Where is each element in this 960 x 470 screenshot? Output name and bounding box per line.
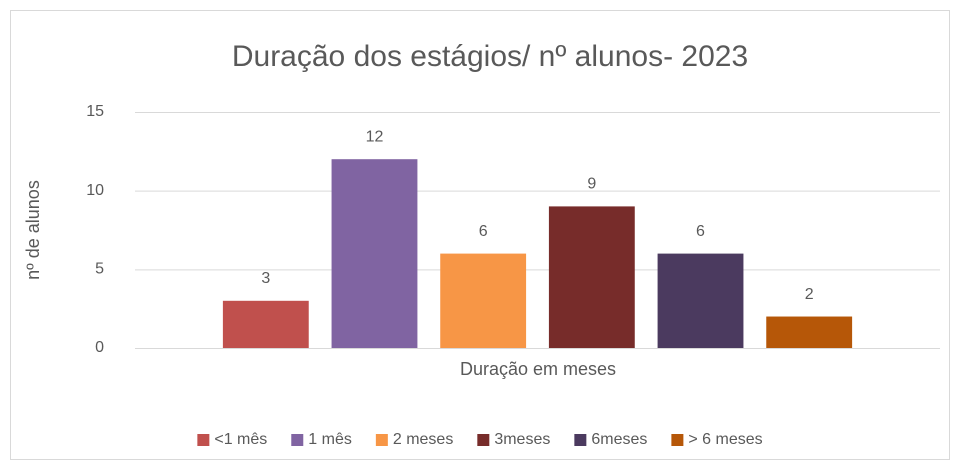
data-label: 9 — [587, 176, 596, 193]
legend-label: 6meses — [591, 431, 647, 448]
legend-label: <1 mês — [214, 431, 267, 448]
legend-label: 3meses — [494, 431, 550, 448]
y-tick-label: 15 — [86, 103, 104, 120]
legend-swatch — [477, 434, 490, 446]
chart-title: Duração dos estágios/ nº alunos- 2023 — [232, 40, 748, 73]
x-axis-title: Duração em meses — [460, 359, 616, 379]
legend-swatch — [375, 434, 388, 446]
y-axis-title: nº de alunos — [23, 180, 43, 280]
legend-swatch — [291, 434, 304, 446]
bar — [440, 253, 527, 348]
legend-swatch — [574, 434, 587, 446]
y-tick-label: 10 — [86, 182, 104, 199]
legend-label: 2 meses — [393, 431, 453, 448]
bar — [222, 300, 309, 348]
bar — [766, 316, 853, 348]
bar — [548, 206, 635, 348]
data-label: 2 — [805, 286, 814, 303]
data-label: 6 — [696, 223, 705, 240]
bar — [657, 253, 744, 348]
y-tick-label: 0 — [95, 339, 104, 356]
data-label: 6 — [479, 223, 488, 240]
legend-swatch — [671, 434, 684, 446]
chart-border — [10, 10, 950, 460]
legend-label: 1 mês — [308, 431, 352, 448]
data-label: 12 — [366, 128, 384, 145]
y-tick-label: 5 — [95, 261, 104, 278]
data-label: 3 — [261, 270, 270, 287]
legend-label: > 6 meses — [688, 431, 762, 448]
bar — [331, 159, 418, 348]
legend-swatch — [197, 434, 210, 446]
